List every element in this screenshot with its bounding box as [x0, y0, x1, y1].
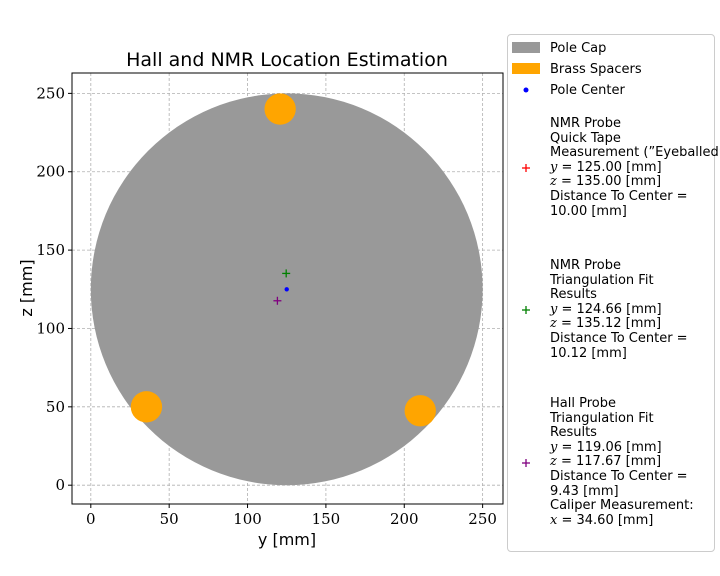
plot-area-frame [71, 72, 504, 505]
legend-marker-probe [522, 164, 530, 173]
brass-spacer [130, 391, 163, 423]
x-tick-label: 100 [233, 510, 262, 528]
y-tick-label: 100 [36, 319, 65, 337]
legend-text-line: Triangulation Fit [550, 272, 654, 288]
legend: Pole Cap Brass Spacers Pole Center NMR P… [507, 34, 720, 552]
legend-text-line: Hall Probe [550, 396, 616, 411]
y-axis-label: z [mm] [17, 259, 36, 316]
y-tick-label: 0 [55, 476, 65, 494]
legend-label-probe: NMR Probe Triangulation Fit Results y = 124… [550, 258, 688, 361]
legend-plus-marker [522, 306, 530, 315]
chart: Hall and NMR Location Estimation 0 50 100 1… [17, 49, 504, 549]
brass-spacer [404, 395, 436, 427]
legend-label-pole-cap: Pole Cap [550, 41, 607, 56]
legend-text-line: 9.43 [mm] [550, 483, 619, 499]
legend-text-line: x = 34.60 [mm] [550, 512, 654, 528]
legend-text-line: Measurement (”Eyeballed”) [550, 145, 720, 161]
x-tick-label: 0 [86, 510, 96, 528]
legend-text-line: 10.12 [mm] [550, 345, 627, 361]
legend-swatch-pole-cap [512, 42, 540, 53]
legend-marker-probe [522, 458, 530, 467]
legend-label-probe: NMR Probe Quick Tape Measurement (”Eyeball… [550, 116, 720, 219]
probe-marker-2 [273, 296, 282, 305]
legend-swatch-brass-spacers [512, 63, 540, 74]
brass-spacer [264, 93, 296, 125]
x-tick-label: 50 [160, 510, 179, 528]
ticks: 0 50 100 150 200 250 0 50 100 150 200 250 [36, 84, 497, 528]
legend-label-probe: Hall Probe Triangulation Fit Results y = 11… [550, 396, 694, 528]
legend-text-line: Distance To Center = [550, 330, 688, 346]
chart-title: Hall and NMR Location Estimation [126, 49, 448, 71]
legend-plus-marker [522, 164, 530, 173]
legend-text-line: Quick Tape [550, 130, 621, 146]
legend-label-pole-center: Pole Center [550, 83, 625, 98]
legend-text-line: Distance To Center = [550, 468, 688, 484]
pole-center-marker [284, 287, 289, 292]
legend-text-line: y = 124.66 [mm] [550, 301, 662, 317]
probe-marker-1 [282, 269, 291, 278]
legend-text-line: Caliper Measurement: [550, 498, 694, 514]
y-tick-label: 50 [46, 398, 65, 416]
legend-text-line: Triangulation Fit [550, 410, 654, 426]
legend-text-line: NMR Probe [550, 116, 621, 131]
y-tick-label: 200 [36, 163, 65, 181]
legend-label-brass-spacers: Brass Spacers [550, 62, 642, 77]
legend-text-line: Results [550, 425, 597, 441]
x-tick-label: 250 [468, 510, 497, 528]
y-tick-label: 150 [36, 241, 65, 259]
legend-text-line: z = 135.00 [mm] [550, 174, 662, 190]
legend-text-line: y = 119.06 [mm] [550, 439, 662, 455]
legend-text-line: NMR Probe [550, 258, 621, 273]
x-tick-label: 150 [312, 510, 341, 528]
legend-text-line: y = 125.00 [mm] [550, 159, 662, 175]
legend-plus-marker [522, 458, 530, 467]
legend-text-line: Results [550, 287, 597, 303]
legend-text-line: z = 135.12 [mm] [550, 316, 662, 332]
legend-text-line: z = 117.67 [mm] [550, 454, 662, 470]
legend-marker-pole-center [523, 87, 529, 93]
legend-marker-probe [522, 306, 530, 315]
x-axis-label: y [mm] [258, 530, 316, 549]
legend-text-line: 10.00 [mm] [550, 203, 627, 219]
x-tick-label: 200 [390, 510, 419, 528]
y-tick-label: 250 [36, 84, 65, 102]
legend-text-line: Distance To Center = [550, 188, 688, 204]
plot-shapes [90, 93, 483, 486]
